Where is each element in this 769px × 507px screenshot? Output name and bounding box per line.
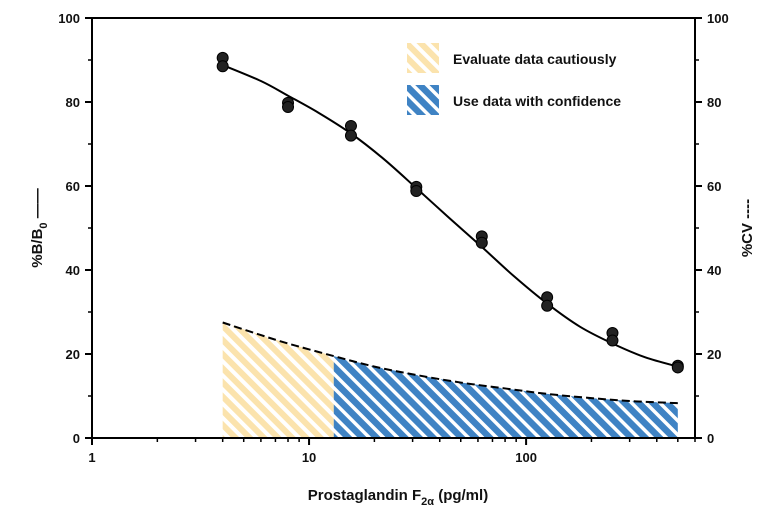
data-points-layer bbox=[216, 51, 684, 374]
data-point bbox=[606, 334, 619, 347]
y-tick-label: 60 bbox=[66, 179, 80, 194]
y2-tick-label: 0 bbox=[707, 431, 714, 446]
axes-layer: 0 20 40 60 80 100 0 20 40 60 80 100 1 10 100 bbox=[58, 11, 728, 465]
y-axis-title: %B/B0 —— bbox=[29, 188, 50, 267]
x-axis-title: Prostaglandin F2α (pg/ml) bbox=[308, 487, 488, 507]
y-axis-title-line: —— bbox=[29, 188, 46, 222]
x-tick-label: 100 bbox=[515, 450, 537, 465]
x-tick-label: 10 bbox=[302, 450, 316, 465]
legend-swatch-confidence bbox=[407, 85, 439, 115]
cv-curve-layer bbox=[222, 321, 678, 405]
data-point bbox=[282, 101, 295, 114]
y-tick-label: 80 bbox=[66, 95, 80, 110]
fit-curve-layer bbox=[222, 64, 679, 368]
data-point bbox=[216, 60, 229, 73]
fit-curve bbox=[222, 64, 679, 368]
y-tick-label: 40 bbox=[66, 263, 80, 278]
caution-area bbox=[222, 322, 334, 438]
y-axis-title-sub: 0 bbox=[38, 222, 50, 228]
y2-tick-label: 20 bbox=[707, 347, 721, 362]
y2-tick-label: 40 bbox=[707, 263, 721, 278]
data-point bbox=[671, 361, 684, 374]
y2-tick-label: 60 bbox=[707, 179, 721, 194]
data-point bbox=[410, 185, 423, 198]
y-tick-label: 0 bbox=[73, 431, 80, 446]
legend-swatch-caution bbox=[407, 43, 439, 73]
y-tick-label: 20 bbox=[66, 347, 80, 362]
y-tick-label: 100 bbox=[58, 11, 80, 26]
data-point bbox=[541, 299, 554, 312]
data-point bbox=[344, 129, 357, 142]
y2-tick-label: 80 bbox=[707, 95, 721, 110]
x-axis-title-sub: 2α bbox=[421, 496, 434, 507]
y-axis-title-main: %B/B bbox=[29, 228, 46, 267]
x-tick-label: 1 bbox=[88, 450, 95, 465]
x-axis-title-unit: (pg/ml) bbox=[434, 487, 488, 504]
y2-axis-title: %CV ---- bbox=[739, 199, 756, 257]
legend: Evaluate data cautiously Use data with c… bbox=[407, 43, 621, 115]
cv-curve bbox=[222, 321, 678, 405]
legend-label-caution: Evaluate data cautiously bbox=[453, 51, 617, 67]
data-point bbox=[475, 236, 488, 249]
y2-tick-label: 100 bbox=[707, 11, 729, 26]
legend-label-confidence: Use data with confidence bbox=[453, 93, 621, 109]
x-axis-title-main: Prostaglandin F bbox=[308, 487, 421, 504]
